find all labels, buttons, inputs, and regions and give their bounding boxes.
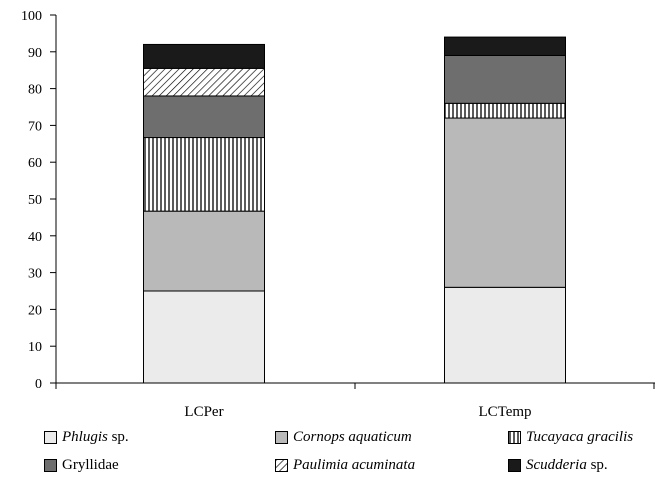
bar-segment-lctemp-series-3 [444, 54, 566, 104]
y-axis: 0 10 20 30 40 50 60 70 80 90 100 [21, 9, 57, 392]
bar-segment-lcper-series-4 [143, 67, 265, 97]
y-tick-label: 100 [21, 9, 42, 24]
y-tick-label: 90 [28, 46, 42, 61]
y-tick-label: 30 [28, 267, 42, 282]
bar-segment-lcper-series-1 [143, 210, 265, 292]
y-tick-label: 80 [28, 83, 42, 98]
bar-segment-lctemp-series-2 [444, 102, 566, 119]
y-tick-label: 70 [28, 119, 42, 134]
bar-segment-lctemp-series-1 [444, 117, 566, 288]
y-tick-label: 50 [28, 193, 42, 208]
y-tick-label: 20 [28, 303, 42, 318]
x-axis: LCPer LCTemp [55, 382, 655, 420]
y-tick-label: 10 [28, 340, 42, 355]
y-tick-label: 0 [35, 377, 42, 392]
bar-segment-lcper-series-2 [143, 137, 265, 212]
bar-segment-lctemp-series-0 [444, 286, 566, 384]
bar-segment-lcper-series-0 [143, 290, 265, 384]
x-category-label: LCTemp [478, 404, 531, 420]
bar-segment-lcper-series-5 [143, 43, 265, 69]
bar-segment-lcper-series-3 [143, 95, 265, 139]
y-tick-label: 60 [28, 156, 42, 171]
x-category-label: LCPer [184, 404, 223, 420]
bars [143, 36, 566, 384]
y-tick-label: 40 [28, 230, 42, 245]
bar-segment-lctemp-series-5 [444, 36, 566, 56]
